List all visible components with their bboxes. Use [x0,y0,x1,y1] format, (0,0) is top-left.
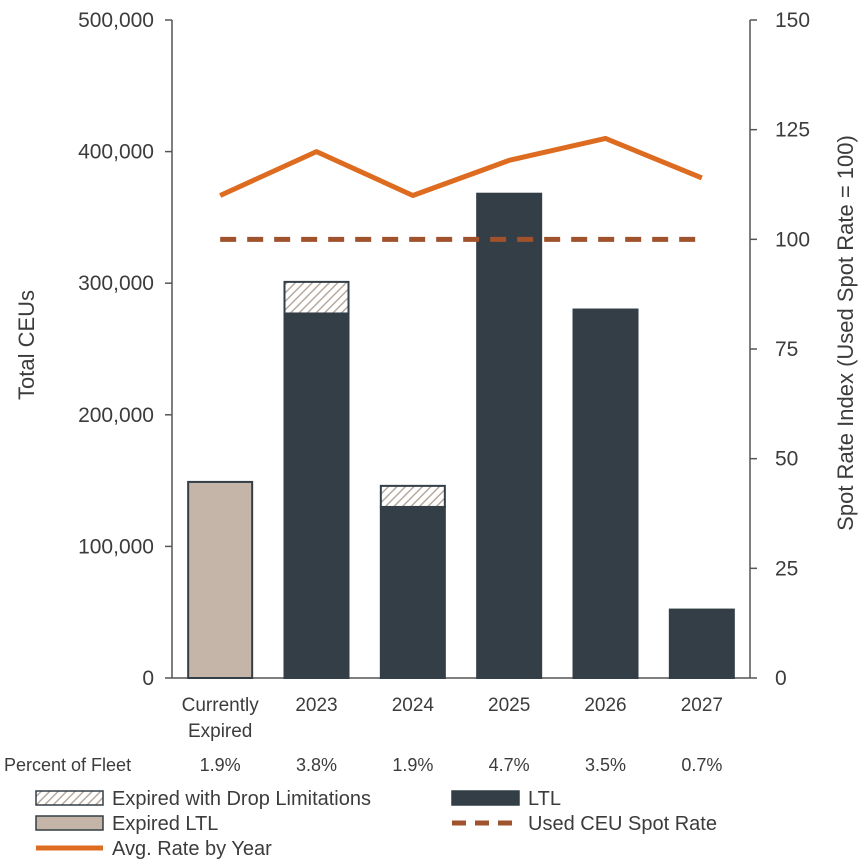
percent-value: 3.5% [585,755,626,775]
percent-row: 1.9% 3.8% 1.9% 4.7% 3.5% 0.7% [200,755,723,775]
bar-ltl [572,308,639,679]
legend: Expired with Drop Limitations LTL Expired … [35,788,717,860]
right-tick-label: 100 [775,228,810,251]
right-tick-label: 50 [775,448,798,471]
category-label: 2025 [488,695,530,716]
bars [187,192,735,680]
percent-value: 4.7% [489,755,530,775]
legend-swatch [451,790,520,806]
y2-axis-title: Spot Rate Index (Used Spot Rate = 100) [833,135,858,531]
right-tick-label: 150 [775,9,810,32]
left-tick-label: 0 [142,667,154,690]
percent-row-label: Percent of Fleet [4,755,131,775]
left-tick-label: 100,000 [78,535,154,558]
lines [219,135,703,242]
legend-label: LTL [528,788,561,810]
left-tick-label: 200,000 [78,404,154,427]
bar-expired-with-drop-limitations [283,280,350,315]
right-axis-ticks: 0 25 50 75 100 125 150 [750,9,810,690]
bar-ltl [283,312,350,679]
percent-value: 1.9% [392,755,433,775]
line-avg-rate-by-year [219,135,703,198]
left-tick-label: 300,000 [78,272,154,295]
percent-value: 3.8% [296,755,337,775]
percent-value: 1.9% [200,755,241,775]
category-label: 2024 [392,695,435,716]
y-axis-title: Total CEUs [14,290,39,400]
bar-ltl [668,608,735,679]
left-axis-ticks: 0 100,000 200,000 300,000 400,000 500,000 [78,9,172,690]
right-tick-label: 125 [775,119,810,142]
category-labels: Currently Expired 2023 2024 2025 2026 2027 [182,695,723,742]
left-tick-label: 500,000 [78,9,154,32]
right-tick-label: 75 [775,338,798,361]
bar-expired-with-drop-limitations [379,484,446,508]
legend-label: Expired with Drop Limitations [112,788,371,810]
category-label: Currently [182,695,260,716]
category-label: Expired [188,721,252,742]
bar-expired-ltl [187,480,254,679]
percent-value: 0.7% [681,755,722,775]
category-label: 2027 [681,695,723,716]
legend-label: Avg. Rate by Year [112,838,272,860]
legend-label: Expired LTL [112,813,218,835]
right-tick-label: 25 [775,557,798,580]
left-tick-label: 400,000 [78,141,154,164]
category-label: 2026 [584,695,626,716]
right-tick-label: 0 [775,667,787,690]
legend-swatch [35,815,104,831]
bar-ltl [379,505,446,680]
legend-label: Used CEU Spot Rate [528,813,717,835]
bar-ltl [476,192,543,679]
category-label: 2023 [295,695,337,716]
legend-swatch [35,790,104,806]
